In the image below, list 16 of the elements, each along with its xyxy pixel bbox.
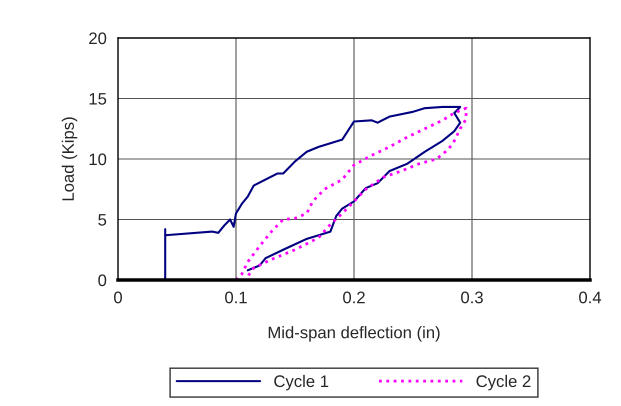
- x-tick-label: 0.3: [461, 292, 483, 304]
- y-tick-label: 5: [98, 214, 106, 226]
- y-tick-label: 20: [89, 32, 106, 44]
- y-axis-title: Load (Kips): [62, 117, 78, 200]
- y-tick-label: 0: [98, 274, 106, 286]
- text: Cycle 2: [476, 374, 530, 390]
- y-tick-label: 15: [90, 93, 106, 105]
- x-tick-label: 0: [114, 292, 122, 304]
- x-tick-label: 0.4: [579, 292, 602, 304]
- y-tick-label: 10: [90, 153, 106, 166]
- text: Cycle 1: [274, 374, 328, 390]
- x-axis-title: Mid-span deflection (in): [268, 326, 440, 342]
- x-tick-label: 0.1: [225, 292, 247, 304]
- line-series: [234, 106, 468, 280]
- line-series: [164, 106, 462, 280]
- x-tick-label: 0.2: [343, 292, 365, 304]
